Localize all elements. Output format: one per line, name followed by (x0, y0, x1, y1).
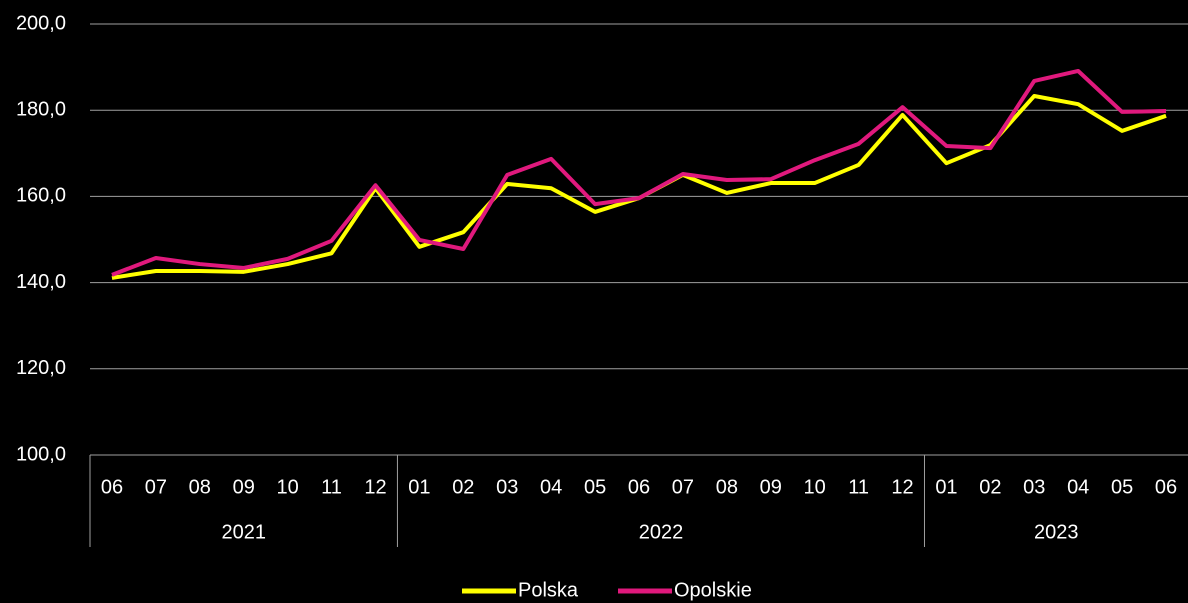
x-group-label: 2022 (639, 521, 684, 543)
line-series (111, 68, 1167, 277)
x-tick-label: 02 (979, 476, 1001, 498)
legend-label: Opolskie (674, 579, 752, 601)
x-tick-label: 11 (848, 476, 869, 498)
x-tick-label: 03 (496, 476, 518, 498)
x-tick-label: 07 (672, 476, 694, 498)
x-tick-label: 06 (628, 476, 650, 498)
x-tick-label: 10 (804, 476, 826, 498)
y-tick-label: 140,0 (16, 271, 66, 293)
x-tick-label: 07 (145, 476, 167, 498)
x-tick-label: 01 (408, 476, 430, 498)
y-tick-label: 160,0 (16, 185, 66, 207)
x-tick-label: 09 (233, 476, 255, 498)
y-tick-label: 120,0 (16, 357, 66, 379)
x-tick-label: 12 (891, 476, 913, 498)
x-tick-label: 05 (1111, 476, 1133, 498)
x-tick-label: 09 (760, 476, 782, 498)
x-tick-label: 03 (1023, 476, 1045, 498)
x-tick-label: 08 (716, 476, 738, 498)
x-tick-label: 08 (189, 476, 211, 498)
x-tick-label: 04 (540, 476, 562, 498)
x-tick-label: 06 (101, 476, 123, 498)
x-tick-label: 04 (1067, 476, 1089, 498)
x-tick-label: 06 (1155, 476, 1177, 498)
x-tick-label: 01 (935, 476, 957, 498)
y-tick-label: 100,0 (16, 443, 66, 465)
x-group-label: 2023 (1034, 521, 1079, 543)
y-tick-label: 200,0 (16, 12, 66, 34)
legend-label: Polska (518, 579, 579, 601)
x-tick-label: 10 (277, 476, 299, 498)
x-tick-label: 02 (452, 476, 474, 498)
y-tick-label: 180,0 (16, 98, 66, 120)
x-tick-label: 12 (364, 476, 386, 498)
x-tick-label: 11 (321, 476, 342, 498)
x-group-label: 2021 (221, 521, 266, 543)
x-tick-label: 05 (584, 476, 606, 498)
